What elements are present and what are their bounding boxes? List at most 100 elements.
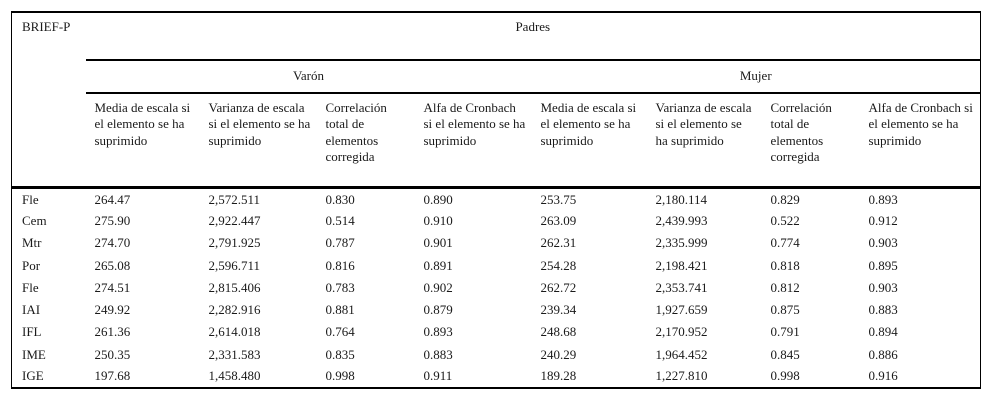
value-cell: 0.916: [868, 368, 898, 384]
value-cell: 2,614.018: [208, 324, 261, 340]
value-cell: 2,572.511: [208, 191, 261, 207]
value-cell: 2,815.406: [208, 279, 261, 295]
value-cell: 1,227.810: [655, 368, 708, 384]
value-cell: 2,198.421: [655, 257, 708, 273]
table-row: Por 265.08 2,596.711 0.816 0.891 254.28 …: [12, 255, 981, 277]
subgroup-header-mujer: Mujer: [531, 59, 981, 94]
value-cell: 1,458.480: [208, 368, 261, 384]
value-cell: 0.783: [325, 279, 355, 295]
row-label-cell: IME: [22, 346, 46, 362]
value-cell: 2,180.114: [655, 191, 708, 207]
value-cell: 0.895: [868, 257, 898, 273]
value-cell: 0.791: [770, 324, 800, 340]
table-row: Fle 264.47 2,572.511 0.830 0.890 253.75 …: [12, 188, 981, 210]
value-cell: 0.893: [423, 324, 453, 340]
value-cell: 0.883: [868, 302, 898, 318]
value-cell: 262.72: [540, 279, 577, 295]
value-cell: 0.764: [325, 324, 355, 340]
value-cell: 263.09: [540, 213, 577, 229]
value-cell: 249.92: [94, 302, 131, 318]
table-row: IFL 261.36 2,614.018 0.764 0.893 248.68 …: [12, 321, 981, 343]
table-row: Mtr 274.70 2,791.925 0.787 0.901 262.31 …: [12, 232, 981, 254]
value-cell: 262.31: [540, 235, 577, 251]
value-cell: 0.890: [423, 191, 453, 207]
value-cell: 275.90: [94, 213, 131, 229]
value-cell: 253.75: [540, 191, 577, 207]
row-label-cell: Mtr: [22, 235, 42, 251]
value-cell: 2,791.925: [208, 235, 261, 251]
table-row: Cem 275.90 2,922.447 0.514 0.910 263.09 …: [12, 210, 981, 232]
column-header-varon-alfa: Alfa de Cronbach si el elemento se ha su…: [414, 92, 532, 190]
value-cell: 0.910: [423, 213, 453, 229]
value-cell: 0.774: [770, 235, 800, 251]
value-cell: 240.29: [540, 346, 577, 362]
value-cell: 2,282.916: [208, 302, 261, 318]
subgroup-header-row: Varón Mujer: [12, 59, 981, 94]
value-cell: 0.903: [868, 279, 898, 295]
value-cell: 261.36: [94, 324, 131, 340]
column-header-varon-media: Media de escala si el elemento se ha sup…: [85, 92, 200, 190]
value-cell: 2,353.741: [655, 279, 708, 295]
table-row: Fle 274.51 2,815.406 0.783 0.902 262.72 …: [12, 277, 981, 299]
value-cell: 274.70: [94, 235, 131, 251]
value-cell: 0.845: [770, 346, 800, 362]
column-header-row: Media de escala si el elemento se ha sup…: [12, 92, 981, 190]
value-cell: 0.830: [325, 191, 355, 207]
table-row: IME 250.35 2,331.583 0.835 0.883 240.29 …: [12, 343, 981, 365]
value-cell: 0.875: [770, 302, 800, 318]
row-label-cell: Fle: [22, 191, 39, 207]
table-row: IAI 249.92 2,282.916 0.881 0.879 239.34 …: [12, 299, 981, 321]
value-cell: 0.514: [325, 213, 355, 229]
row-label-cell: Cem: [22, 213, 47, 229]
value-cell: 197.68: [94, 368, 131, 384]
value-cell: 189.28: [540, 368, 577, 384]
row-label-cell: IAI: [22, 302, 41, 318]
value-cell: 0.835: [325, 346, 355, 362]
value-cell: 0.894: [868, 324, 898, 340]
row-header-label-cell: BRIEF-P: [11, 12, 86, 190]
value-cell: 2,170.952: [655, 324, 708, 340]
column-header-mujer-varianza: Varianza de escala si el elemento se ha …: [646, 92, 762, 190]
row-label-cell: Por: [22, 257, 41, 273]
group-header-row: BRIEF-P Padres: [11, 12, 981, 190]
value-cell: 0.812: [770, 279, 800, 295]
value-cell: 0.912: [868, 213, 898, 229]
brief-p-reliability-table: BRIEF-P Padres Varón Mujer Media de esca…: [11, 11, 982, 389]
value-cell: 265.08: [94, 257, 131, 273]
column-header-mujer-alfa: Alfa de Cronbach si el elemento se ha su…: [859, 92, 981, 190]
column-header-mujer-media: Media de escala si el elemento se ha sup…: [531, 92, 647, 190]
value-cell: 0.891: [423, 257, 453, 273]
value-cell: 0.901: [423, 235, 453, 251]
value-cell: 0.787: [325, 235, 355, 251]
value-cell: 0.522: [770, 213, 800, 229]
table-row: IGE 197.68 1,458.480 0.998 0.911 189.28 …: [12, 366, 981, 388]
value-cell: 239.34: [540, 302, 577, 318]
value-cell: 0.903: [868, 235, 898, 251]
row-label-cell: IGE: [22, 368, 44, 384]
row-label-cell: IFL: [22, 324, 42, 340]
value-cell: 0.883: [423, 346, 453, 362]
value-cell: 2,335.999: [655, 235, 708, 251]
value-cell: 0.893: [868, 191, 898, 207]
value-cell: 250.35: [94, 346, 131, 362]
subgroup-header-varon: Varón: [85, 59, 532, 94]
column-header-varon-correlacion: Correlación total de elementos corregida: [316, 92, 415, 190]
value-cell: 1,927.659: [655, 302, 708, 318]
column-header-varon-varianza: Varianza de escala si el elemento se ha …: [199, 92, 317, 190]
value-cell: 1,964.452: [655, 346, 708, 362]
value-cell: 0.818: [770, 257, 800, 273]
value-cell: 2,331.583: [208, 346, 261, 362]
value-cell: 264.47: [94, 191, 131, 207]
value-cell: 0.998: [770, 368, 800, 384]
value-cell: 2,439.993: [655, 213, 708, 229]
row-header-label: BRIEF-P: [22, 19, 71, 34]
group-header-padres: Padres: [85, 12, 981, 61]
value-cell: 274.51: [94, 279, 131, 295]
value-cell: 2,596.711: [208, 257, 261, 273]
value-cell: 0.881: [325, 302, 355, 318]
value-cell: 0.816: [325, 257, 355, 273]
value-cell: 248.68: [540, 324, 577, 340]
value-cell: 0.911: [423, 368, 453, 384]
value-cell: 2,922.447: [208, 213, 261, 229]
